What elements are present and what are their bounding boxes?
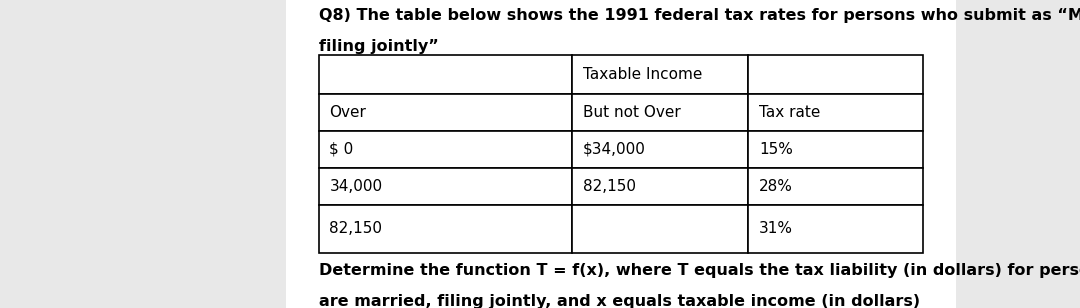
Bar	[572, 94, 748, 131]
Bar	[748, 205, 923, 253]
Text: Q8) The table below shows the 1991 federal tax rates for persons who submit as “: Q8) The table below shows the 1991 feder…	[319, 8, 1080, 23]
Bar	[319, 94, 572, 131]
Bar	[286, 0, 956, 308]
Text: 82,150: 82,150	[329, 221, 382, 236]
Text: filing jointly”: filing jointly”	[319, 38, 438, 54]
Text: Tax rate: Tax rate	[759, 105, 821, 120]
Text: But not Over: But not Over	[583, 105, 681, 120]
Text: 15%: 15%	[759, 142, 793, 157]
Text: Determine the function T = f(x), where T equals the tax liability (in dollars) f: Determine the function T = f(x), where T…	[319, 263, 1080, 278]
Bar	[319, 131, 572, 168]
Text: 82,150: 82,150	[583, 179, 636, 194]
Bar	[319, 205, 572, 253]
Text: 28%: 28%	[759, 179, 793, 194]
Bar	[748, 168, 923, 205]
Text: 31%: 31%	[759, 221, 793, 236]
Text: Taxable Income: Taxable Income	[583, 67, 703, 82]
Bar	[572, 168, 748, 205]
Text: Over: Over	[329, 105, 366, 120]
Bar	[748, 55, 923, 94]
Text: 34,000: 34,000	[329, 179, 382, 194]
Text: $34,000: $34,000	[583, 142, 646, 157]
Bar	[572, 131, 748, 168]
Bar	[748, 94, 923, 131]
Bar	[319, 168, 572, 205]
Text: $ 0: $ 0	[329, 142, 353, 157]
Bar	[319, 55, 572, 94]
Bar	[572, 205, 748, 253]
Bar	[748, 131, 923, 168]
Bar	[572, 55, 748, 94]
Text: are married, filing jointly, and x equals taxable income (in dollars): are married, filing jointly, and x equal…	[319, 294, 920, 308]
